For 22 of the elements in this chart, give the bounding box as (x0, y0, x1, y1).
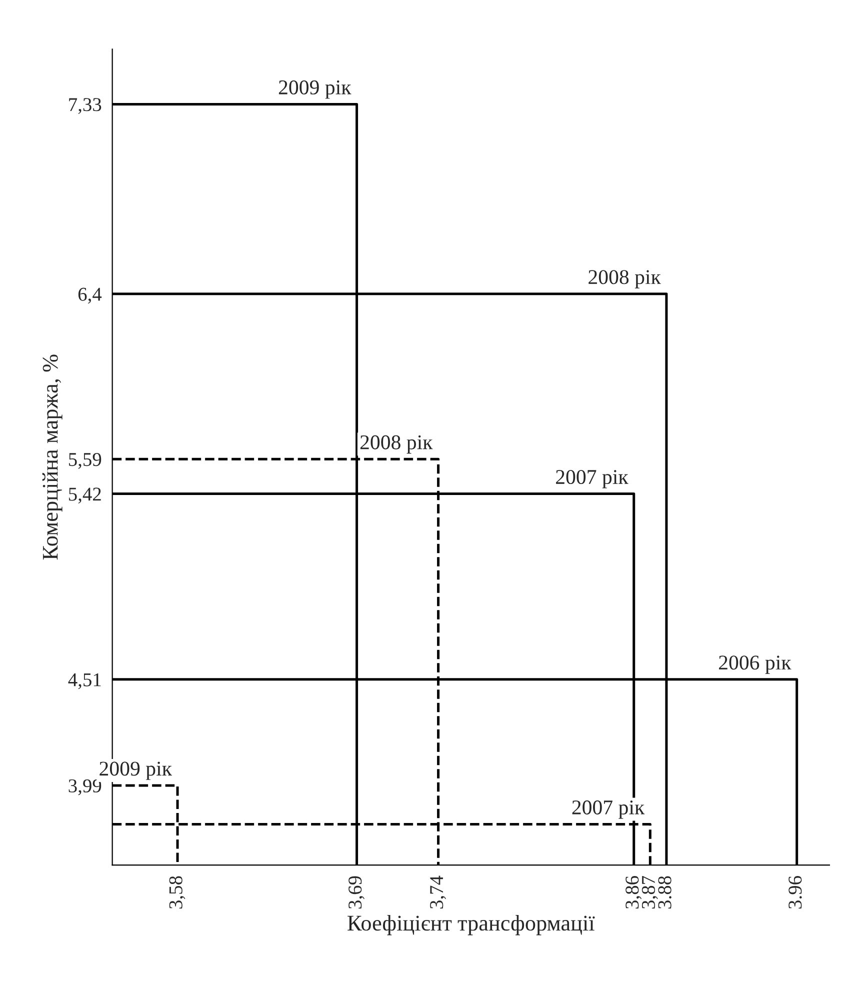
series-label: 2009 рік (278, 80, 352, 99)
y-axis-title: Комерційна маржа, % (42, 354, 62, 560)
series-label: 2006 рік (719, 656, 792, 674)
x-tick-label: 3,58 (169, 876, 186, 909)
x-tick-label: 3.96 (788, 876, 802, 909)
x-tick-label: 3.88 (658, 876, 672, 909)
y-tick-label: 6,4 (78, 288, 102, 304)
y-tick-label: 4,51 (68, 673, 101, 690)
x-axis-title: Коефіцієнт трансформації (348, 915, 595, 936)
series-label: 2007 рік (556, 470, 628, 488)
x-tick-label: 3,87 (642, 876, 658, 909)
y-tick-label: 5,59 (69, 453, 102, 469)
y-tick-label: 7,33 (69, 98, 102, 114)
y-tick-label: 3,99 (68, 779, 102, 796)
series-label: 2007 рік (572, 800, 645, 819)
x-tick-label: 3,69 (348, 876, 364, 909)
x-tick-label: 3,86 (626, 876, 642, 909)
x-tick-label: 3,74 (430, 876, 446, 909)
series-label: 2008 рік (588, 270, 661, 288)
series-label: 2009 рік (100, 762, 172, 780)
y-tick-label: 5,42 (69, 488, 101, 504)
series-label: 2008 рік (360, 435, 433, 454)
